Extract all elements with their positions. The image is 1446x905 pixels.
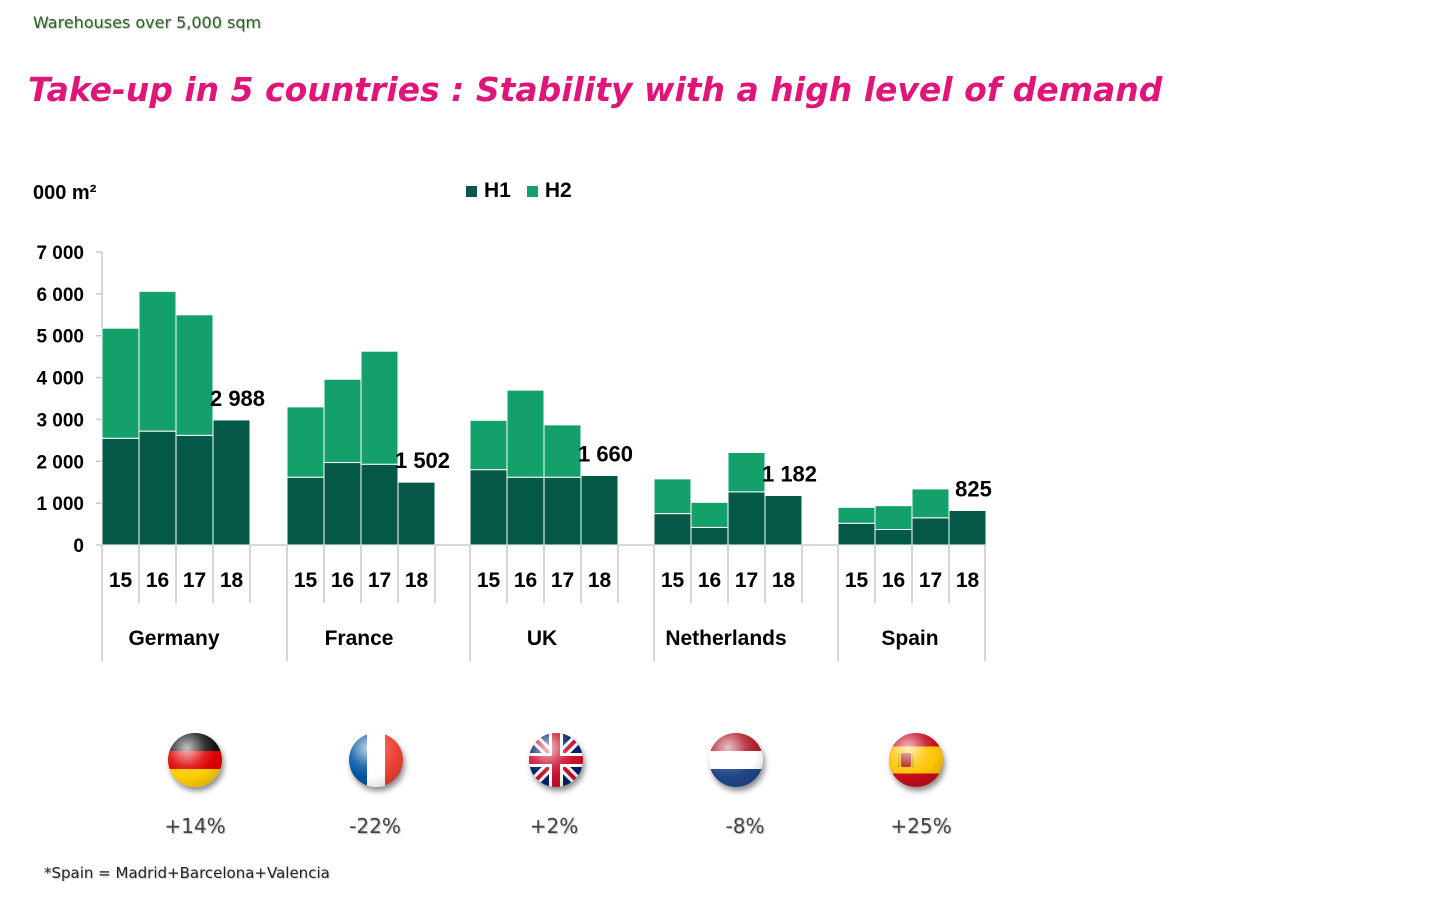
x-tick-label: 16 — [146, 569, 169, 592]
data-label: 2 988 — [210, 386, 265, 411]
group-label: France — [325, 627, 394, 650]
data-label: 1 502 — [395, 448, 450, 473]
bar-h1 — [543, 476, 582, 546]
x-tick-label: 17 — [919, 569, 942, 592]
bar-h1 — [837, 522, 876, 546]
bar-h1 — [764, 495, 803, 546]
x-tick-label: 15 — [845, 569, 869, 592]
change-netherlands: -8% — [725, 814, 765, 838]
bar-h1 — [580, 475, 619, 546]
x-tick-label: 15 — [109, 569, 133, 592]
germany-flag-icon — [168, 733, 222, 787]
bar-h2 — [175, 314, 214, 436]
bar-h2 — [690, 501, 729, 528]
bar-h1 — [175, 434, 214, 546]
legend-label-h1: H1 — [484, 179, 511, 202]
spain-flag-icon — [889, 733, 943, 787]
y-tick-label: 4 000 — [36, 369, 84, 390]
x-tick-label: 15 — [294, 569, 318, 592]
x-tick-label: 16 — [514, 569, 537, 592]
bar-h1 — [323, 462, 362, 546]
footnote: *Spain = Madrid+Barcelona+Valencia — [44, 864, 330, 882]
bar-h2 — [101, 327, 140, 439]
bar-h1 — [469, 469, 508, 546]
data-label: 1 182 — [762, 462, 817, 487]
legend-item-h1: H1 — [466, 179, 511, 203]
bar-h2 — [874, 505, 913, 531]
y-tick-label: 1 000 — [36, 494, 84, 515]
bar-h2 — [543, 424, 582, 478]
y-tick-label: 0 — [73, 536, 84, 557]
x-tick-label: 16 — [331, 569, 354, 592]
x-tick-label: 16 — [882, 569, 905, 592]
bar-h1 — [948, 509, 987, 546]
x-tick-label: 18 — [405, 569, 429, 592]
bar-h1 — [138, 430, 177, 546]
change-germany: +14% — [164, 814, 226, 838]
bar-h2 — [138, 290, 177, 432]
group-label: UK — [527, 627, 557, 650]
bar-h1 — [911, 517, 950, 546]
group-label: Spain — [881, 627, 938, 650]
legend-swatch-h2 — [526, 185, 538, 197]
data-label: 825 — [955, 476, 992, 501]
bar-h1 — [506, 476, 545, 546]
x-tick-label: 17 — [551, 569, 574, 592]
bar-h2 — [727, 451, 766, 493]
y-tick-label: 5 000 — [36, 327, 84, 348]
france-flag-icon — [349, 733, 403, 787]
y-tick-label: 3 000 — [36, 410, 84, 431]
bar-h2 — [323, 378, 362, 464]
x-tick-label: 18 — [956, 569, 980, 592]
bar-h1 — [360, 463, 399, 546]
page-title: Take-up in 5 countries : Stability with … — [28, 70, 1163, 109]
y-tick-label: 7 000 — [36, 243, 84, 264]
group-label: Netherlands — [665, 627, 786, 650]
x-tick-label: 17 — [368, 569, 391, 592]
y-tick-label: 6 000 — [36, 285, 84, 306]
bar-h2 — [653, 478, 692, 515]
bar-h2 — [360, 350, 399, 465]
bar-h2 — [506, 389, 545, 478]
netherlands-flag-icon — [709, 733, 763, 787]
bar-h1 — [874, 529, 913, 546]
bar-h1 — [101, 437, 140, 546]
x-tick-label: 17 — [735, 569, 758, 592]
data-label: 1 660 — [578, 442, 633, 467]
bar-h2 — [911, 488, 950, 519]
bar-h1 — [397, 481, 436, 546]
change-france: -22% — [349, 814, 401, 838]
bar-h1 — [653, 513, 692, 546]
x-tick-label: 18 — [588, 569, 612, 592]
change-uk: +2% — [529, 814, 579, 838]
x-tick-label: 15 — [477, 569, 501, 592]
take-up-chart: 0 1 000 2 000 3 000 4 000 5 000 6 000 7 000 15 16… — [36, 243, 992, 661]
legend-item-h2: H2 — [526, 179, 572, 203]
x-tick-label: 18 — [772, 569, 796, 592]
group-label: Germany — [128, 627, 219, 650]
x-tick-label: 16 — [698, 569, 721, 592]
legend-swatch-h1 — [466, 185, 477, 197]
bar-h1 — [727, 491, 766, 546]
x-tick-label: 15 — [661, 569, 685, 592]
chart-legend: H1 H2 — [466, 178, 572, 204]
bar-h2 — [286, 406, 325, 478]
y-tick-label: 2 000 — [36, 452, 84, 473]
bar-h2 — [837, 506, 876, 524]
change-spain: +25% — [890, 814, 952, 838]
x-tick-label: 18 — [220, 569, 244, 592]
bar-h1 — [286, 476, 325, 546]
y-axis-unit-label: 000 m² — [33, 182, 97, 204]
x-tick-label: 17 — [183, 569, 206, 592]
subtitle: Warehouses over 5,000 sqm — [33, 13, 262, 32]
bar-h1 — [212, 419, 251, 546]
bar-h2 — [469, 419, 508, 471]
bar-h1 — [690, 526, 729, 546]
legend-label-h2: H2 — [544, 179, 572, 202]
uk-flag-icon — [529, 733, 583, 787]
